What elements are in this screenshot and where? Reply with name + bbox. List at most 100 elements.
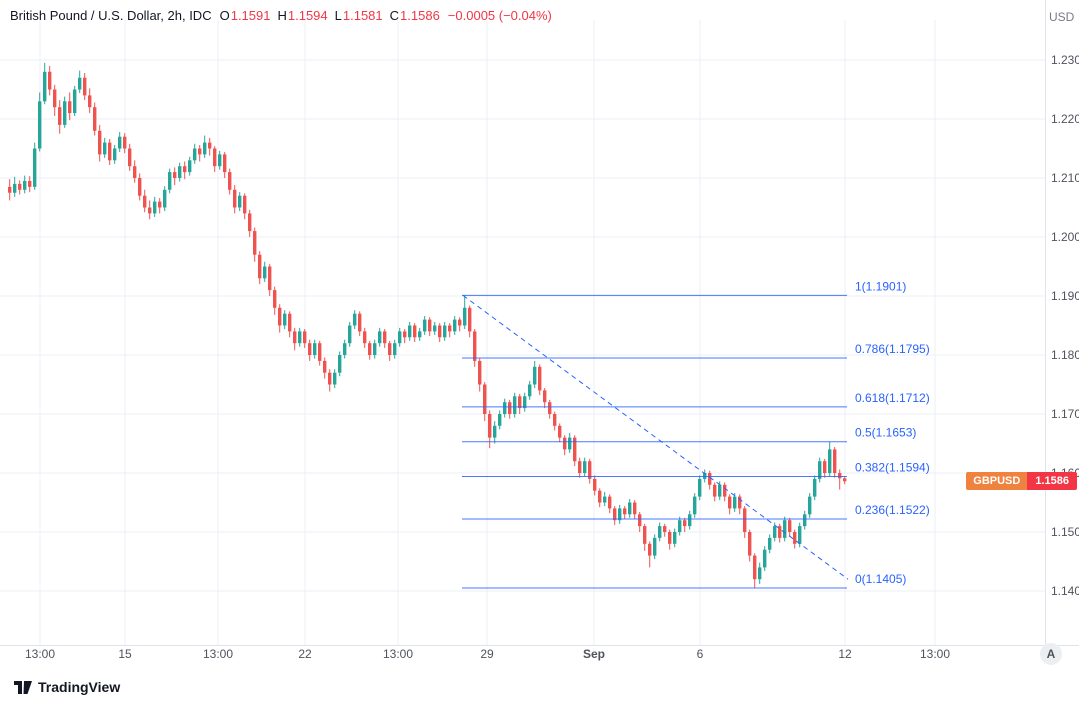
price-tick-label: 1.1500	[1051, 525, 1079, 539]
candle	[13, 176, 17, 197]
badge-price: 1.1586	[1027, 472, 1077, 491]
candle	[578, 457, 582, 478]
candle	[613, 506, 617, 525]
candle	[523, 392, 527, 412]
candle	[348, 321, 352, 347]
candle	[98, 124, 102, 162]
candle	[193, 143, 197, 164]
time-axis[interactable]: 13:00 15 13:00 22 13:00 29 Sep 6 12 13:00	[25, 647, 950, 661]
candle	[553, 411, 557, 431]
candle	[238, 192, 242, 212]
candle	[678, 516, 682, 536]
candle	[478, 358, 482, 392]
candle	[253, 227, 257, 262]
candle	[388, 340, 392, 361]
tradingview-logo[interactable]: TradingView	[14, 679, 120, 695]
candle	[338, 351, 342, 377]
candle	[278, 304, 282, 333]
price-tick-label: 1.2300	[1051, 53, 1079, 67]
candle	[293, 327, 297, 351]
candle	[163, 186, 167, 212]
candle	[763, 546, 767, 571]
candle	[608, 494, 612, 514]
candle	[583, 457, 587, 477]
trend-line[interactable]	[462, 295, 849, 580]
ohlc-readout: O1.1591 H1.1594 L1.1581 C1.1586	[220, 8, 440, 23]
candle	[548, 399, 552, 419]
candle	[723, 482, 727, 502]
candle	[268, 264, 272, 296]
candle	[108, 139, 112, 166]
candle	[343, 339, 347, 359]
candle	[148, 200, 152, 220]
open-value: O1.1591	[219, 8, 271, 23]
candle	[818, 457, 822, 483]
candle	[398, 327, 402, 347]
candle	[123, 133, 127, 154]
candle	[428, 317, 432, 337]
candle	[353, 310, 357, 330]
candle	[728, 494, 732, 515]
candle	[273, 286, 277, 315]
candle	[758, 562, 762, 584]
candle	[533, 360, 537, 389]
candle	[178, 162, 182, 182]
tradingview-logo-text: TradingView	[38, 679, 121, 695]
tradingview-logo-icon	[14, 680, 32, 694]
candle	[183, 161, 187, 180]
last-price-badge: GBPUSD 1.1586	[966, 472, 1077, 491]
candle	[413, 323, 417, 343]
candle	[118, 131, 122, 153]
candle	[633, 500, 637, 520]
candle	[263, 261, 267, 282]
candle	[793, 529, 797, 549]
auto-scale-button[interactable]: A	[1040, 643, 1062, 665]
candle	[483, 382, 487, 422]
candle	[423, 316, 427, 335]
candle	[133, 160, 137, 183]
candle	[303, 329, 307, 348]
time-tick-label: 13:00	[920, 647, 950, 661]
candle	[453, 316, 457, 335]
candle	[438, 323, 442, 343]
candle	[448, 323, 452, 338]
candle	[288, 311, 292, 338]
candle	[73, 85, 77, 117]
candle	[318, 340, 322, 366]
candle	[383, 329, 387, 348]
candle	[128, 143, 132, 171]
candle	[33, 142, 37, 190]
candle	[358, 311, 362, 337]
candle	[218, 150, 222, 170]
candle	[648, 541, 652, 568]
candle	[313, 339, 317, 359]
candle	[158, 198, 162, 214]
fib-label: 0.5(1.1653)	[855, 426, 916, 440]
symbol-title[interactable]: British Pound / U.S. Dollar, 2h, IDC	[10, 8, 212, 23]
candle	[458, 317, 462, 332]
candle	[563, 435, 567, 456]
candle	[508, 399, 512, 419]
candle	[738, 494, 742, 515]
fib-label: 0.618(1.1712)	[855, 391, 930, 405]
candle	[808, 493, 812, 518]
time-tick-label: 13:00	[383, 647, 413, 661]
price-axis[interactable]: 1.2300 1.2200 1.2100 1.2000 1.1900 1.1800 1.17…	[1051, 53, 1079, 598]
candle	[368, 340, 372, 360]
candle	[838, 469, 842, 490]
time-tick-label: 13:00	[203, 647, 233, 661]
fib-retracement[interactable]: 1(1.1901) 0.786(1.1795) 0.618(1.1712) 0.5(1…	[462, 279, 930, 589]
candle	[598, 488, 602, 508]
candle	[518, 393, 522, 414]
candle	[543, 388, 547, 409]
candle	[623, 506, 627, 520]
candle	[58, 100, 62, 134]
candle	[153, 196, 157, 217]
candle	[18, 180, 22, 195]
candle	[688, 510, 692, 530]
chart-legend[interactable]: British Pound / U.S. Dollar, 2h, IDC O1.…	[10, 8, 552, 23]
candle	[743, 506, 747, 538]
price-tick-label: 1.1900	[1051, 289, 1079, 303]
candle	[243, 193, 247, 220]
